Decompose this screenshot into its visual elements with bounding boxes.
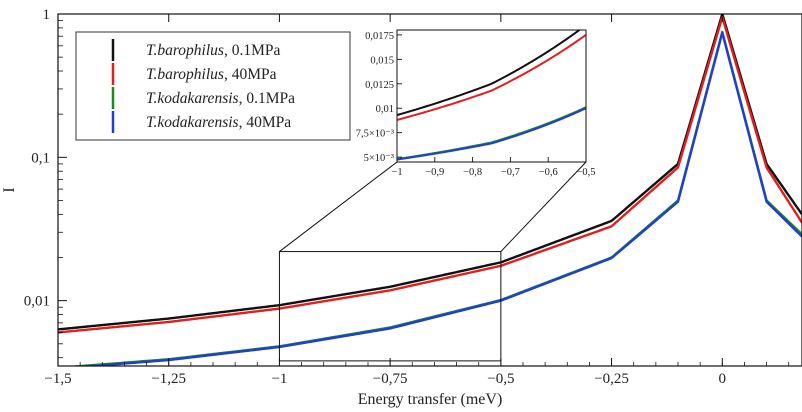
series-t-barophilus-40mpa-inset-line [397,34,586,121]
x-tick-label: −0,5 [487,371,514,387]
inset-y-tick-label: 7,5×10⁻³ [356,129,394,140]
series-t-kodakarensis-40mpa-line [77,31,802,366]
plot-frame [57,13,802,367]
x-tick-label: −1 [271,371,287,387]
legend-species-name: T.barophilus [146,66,224,83]
zoom-inset: −1 −0,9 −0,8 −0,7 −0,6 −0,5 5×10⁻³ 7,5×10⁻³ 0,0… [356,29,596,178]
y-axis-title: I [1,187,18,192]
inset-y-tick-label: 0,015 [370,55,394,66]
x-tick-label: −1,5 [44,371,71,387]
legend-pressure: , 0.1MPa [224,42,281,59]
inset-series-layer [397,30,586,161]
series-t-kodakarensis-40mpa-inset-line [397,107,586,161]
series-t-barophilus-0-1mpa-inset-line [397,30,582,117]
legend-species-name: T.barophilus [146,42,224,59]
legend-entry-1: T.barophilus, 0.1MPa [146,42,280,59]
zoom-connector-lines [279,161,587,252]
inset-x-tick-label: −0,7 [501,167,520,178]
zoom-connector-left [279,161,398,252]
y-tick-label: 1 [43,7,51,23]
legend-pressure: , 40MPa [224,66,277,83]
legend-entry-2: T.barophilus, 40MPa [146,66,277,83]
y-tick-label: 0,01 [24,294,50,310]
x-axis-title: Energy transfer (meV) [358,391,503,408]
inset-frame [396,29,587,163]
zoom-connector-right [500,161,587,252]
main-series-layer [58,14,802,366]
y-axis-ticks: 1 0,1 0,01 [24,7,67,359]
legend-entry-4: T.kodakarensis, 40MPa [146,114,291,131]
inset-x-tick-label: −0,6 [539,167,558,178]
x-tick-label: −0,25 [594,371,629,387]
legend-entry-3: T.kodakarensis, 0.1MPa [146,90,295,107]
x-tick-label: −1,25 [151,371,186,387]
inset-y-tick-label: 0,01 [376,104,394,115]
inset-x-tick-label: −0,9 [425,167,444,178]
legend-pressure: , 40MPa [239,114,292,131]
inset-y-tick-label: 0,0125 [365,80,394,91]
inset-x-tick-label: −0,5 [576,167,595,178]
inset-y-ticks: 5×10⁻³ 7,5×10⁻³ 0,01 0,0125 0,015 0,0175 [356,31,402,164]
inset-y-tick-label: 5×10⁻³ [364,153,394,164]
legend-frame [75,31,351,141]
y-tick-label: 0,1 [31,150,50,166]
inset-x-tick-label: −1 [391,167,402,178]
inset-y-tick-label: 0,0175 [365,31,394,42]
legend-species-name: T.kodakarensis [146,114,239,131]
legend-species-name: T.kodakarensis [146,90,239,107]
x-tick-label: −0,75 [373,371,408,387]
inset-x-ticks: −1 −0,9 −0,8 −0,7 −0,6 −0,5 [391,157,596,178]
inset-x-tick-label: −0,8 [463,167,482,178]
inset-background [397,30,586,162]
x-axis-ticks: −1,5 −1,25 −1 −0,75 −0,5 −0,25 0 [44,14,790,387]
x-tick-label: 0 [719,371,727,387]
zoom-region-box [278,251,502,362]
legend-pressure: , 0.1MPa [239,90,296,107]
series-t-barophilus-40mpa-line [58,15,802,334]
